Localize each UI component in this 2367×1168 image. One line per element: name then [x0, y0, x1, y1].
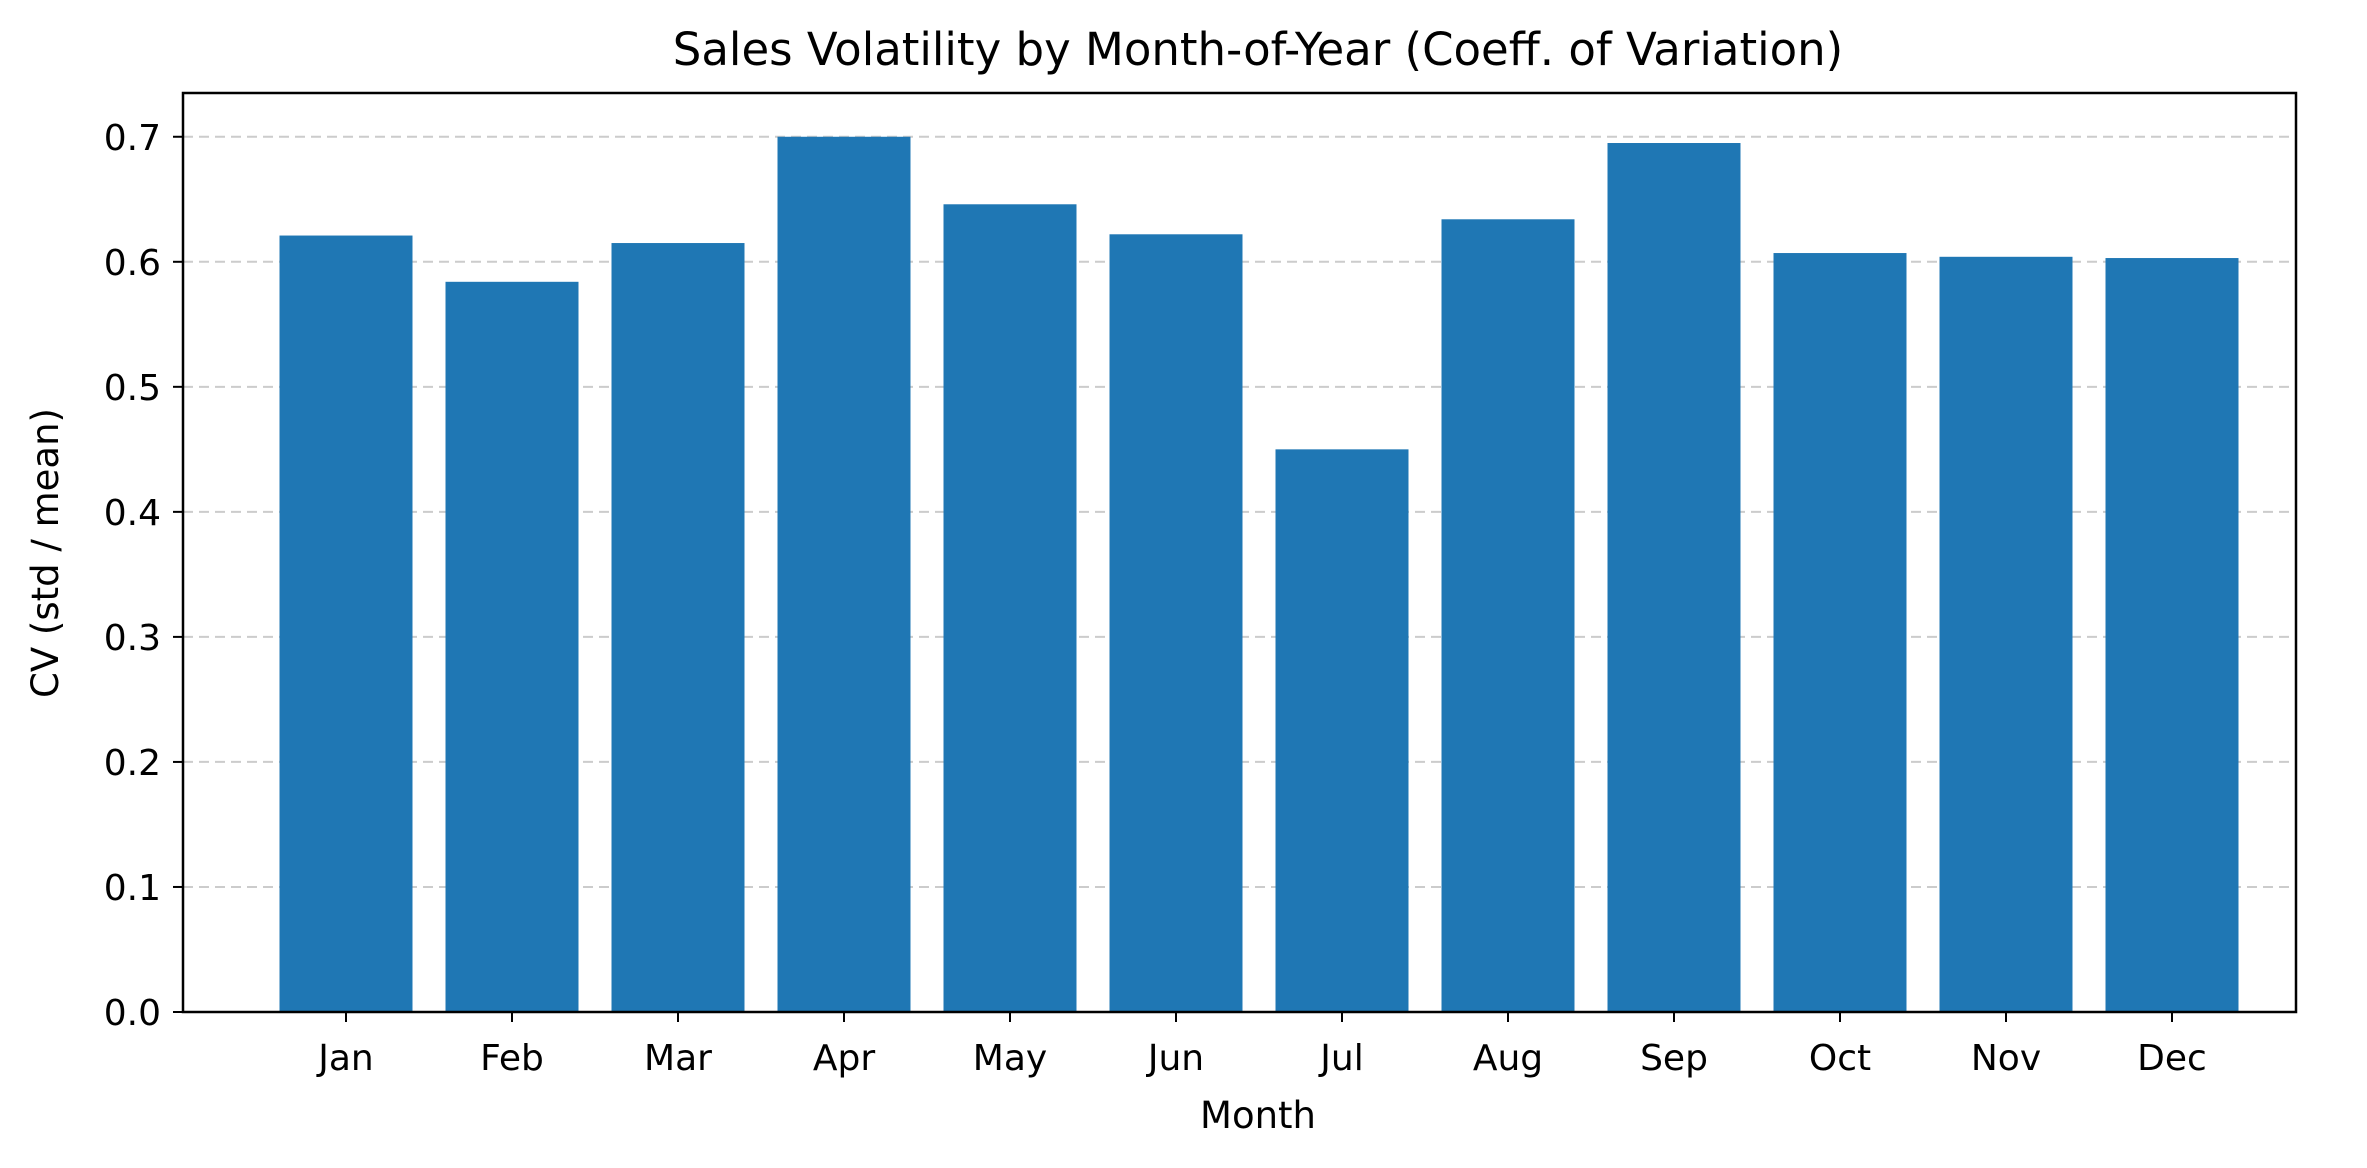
- x-tick-label: Mar: [644, 1038, 712, 1079]
- x-tick-label: Jun: [1146, 1038, 1204, 1079]
- y-axis-label: CV (std / mean): [24, 408, 67, 698]
- x-axis: Jan Feb Mar Apr May Jun Jul Aug Sep Oct Nov Dec: [316, 1012, 2207, 1079]
- x-tick-label: Jul: [1318, 1038, 1363, 1079]
- x-tick-label: Jan: [316, 1038, 374, 1079]
- y-tick-label: 0.7: [104, 118, 161, 159]
- y-tick-label: 0.6: [104, 243, 161, 284]
- x-tick-label: Apr: [813, 1038, 875, 1079]
- y-tick-label: 0.2: [104, 743, 161, 784]
- bar-sep: [1607, 143, 1741, 1012]
- y-tick-label: 0.3: [104, 618, 161, 659]
- y-tick-label: 0.5: [104, 368, 161, 409]
- y-tick-label: 0.4: [104, 493, 161, 534]
- bar-oct: [1773, 253, 1907, 1013]
- bars: [279, 136, 2239, 1013]
- x-tick-label: Sep: [1640, 1038, 1708, 1079]
- x-tick-label: Nov: [1971, 1038, 2041, 1079]
- x-tick-label: Dec: [2137, 1038, 2207, 1079]
- x-tick-label: Aug: [1473, 1038, 1543, 1079]
- x-tick-label: Oct: [1809, 1038, 1871, 1079]
- bar-nov: [1939, 256, 2073, 1012]
- x-axis-label: Month: [1200, 1094, 1316, 1137]
- bar-may: [943, 204, 1077, 1012]
- bar-jan: [279, 235, 413, 1013]
- bar-jun: [1109, 234, 1243, 1012]
- axes-frame: [181, 91, 2298, 1014]
- chart-title: Sales Volatility by Month-of-Year (Coeff…: [673, 23, 1843, 76]
- bar-apr: [777, 136, 911, 1012]
- y-tick-label: 0.1: [104, 868, 161, 909]
- bar-jul: [1275, 449, 1409, 1012]
- bar-mar: [611, 243, 745, 1012]
- bar-aug: [1441, 219, 1575, 1012]
- bar-feb: [445, 281, 579, 1012]
- bar-dec: [2105, 258, 2239, 1012]
- x-tick-label: Feb: [480, 1038, 544, 1079]
- y-tick-label: 0.0: [104, 993, 161, 1034]
- x-tick-label: May: [973, 1038, 1047, 1079]
- y-axis: 0.0 0.1 0.2 0.3 0.4 0.5 0.6 0.7: [104, 118, 183, 1034]
